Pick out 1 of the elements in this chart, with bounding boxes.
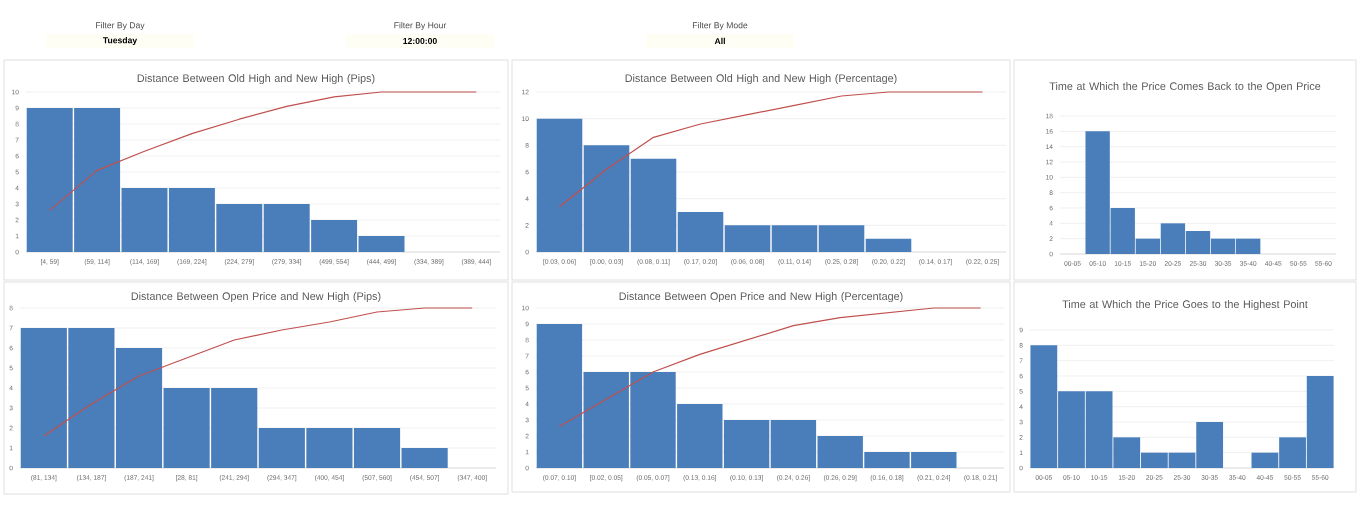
line-series xyxy=(43,307,473,437)
